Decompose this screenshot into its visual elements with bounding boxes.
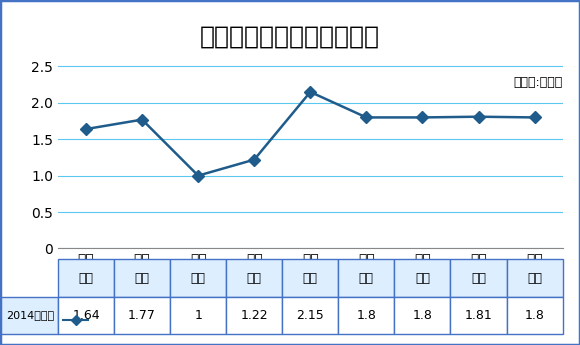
Text: （单位:万元）: （单位:万元） [513,76,563,89]
Text: 现代瑞纳各地区优惠对比图: 现代瑞纳各地区优惠对比图 [200,24,380,48]
